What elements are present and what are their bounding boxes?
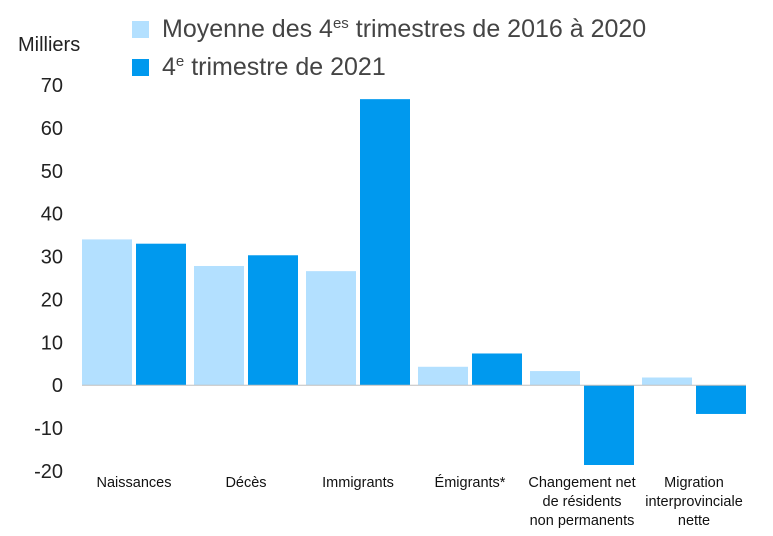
x-tick-label: nette (678, 513, 710, 529)
bar-series-0-0 (82, 239, 132, 386)
bar-series-0-1 (194, 265, 244, 386)
y-tick-label: 60 (41, 118, 63, 140)
bar-series-1-0 (136, 243, 186, 386)
x-tick-label: Immigrants (322, 475, 394, 491)
y-axis-unit-label: Milliers (18, 34, 81, 56)
y-tick-label: 50 (41, 161, 63, 183)
bar-series-1-3 (472, 353, 522, 386)
bar-series-1-2 (360, 99, 410, 386)
legend-label-series-0: Moyenne des 4es trimestres de 2016 à 202… (162, 14, 647, 43)
x-tick-label: de résidents (543, 494, 622, 510)
x-tick-label: Naissances (97, 475, 172, 491)
legend-label-series-1: 4e trimestre de 2021 (162, 52, 386, 81)
bar-series-0-4 (530, 371, 580, 386)
bar-series-1-4 (584, 385, 634, 465)
x-tick-label: Changement net (528, 475, 635, 491)
y-tick-label: 40 (41, 204, 63, 226)
y-tick-label: 20 (41, 289, 63, 311)
x-tick-label: non permanents (530, 513, 635, 529)
y-tick-label: 70 (41, 75, 63, 97)
bar-series-0-3 (418, 366, 468, 386)
bar-series-1-5 (696, 385, 746, 414)
x-tick-label: interprovinciale (645, 494, 743, 510)
legend-swatch-series-1 (132, 58, 149, 76)
x-tick-label: Émigrants* (435, 474, 506, 491)
legend-swatch-series-0 (132, 20, 149, 38)
legend-item-series-0: Moyenne des 4es trimestres de 2016 à 202… (132, 10, 646, 48)
legend-item-series-1: 4e trimestre de 2021 (132, 48, 646, 86)
y-tick-label: -10 (34, 418, 63, 440)
bar-series-0-2 (306, 271, 356, 386)
x-tick-label: Décès (225, 475, 266, 491)
x-tick-label: Migration (664, 475, 724, 491)
bar-series-0-5 (642, 377, 692, 386)
chart-legend: Moyenne des 4es trimestres de 2016 à 202… (132, 10, 646, 86)
y-tick-label: 0 (52, 375, 63, 397)
y-tick-label: 10 (41, 332, 63, 354)
bar-series-1-1 (248, 255, 298, 386)
y-tick-label: 30 (41, 247, 63, 269)
y-tick-label: -20 (34, 461, 63, 483)
